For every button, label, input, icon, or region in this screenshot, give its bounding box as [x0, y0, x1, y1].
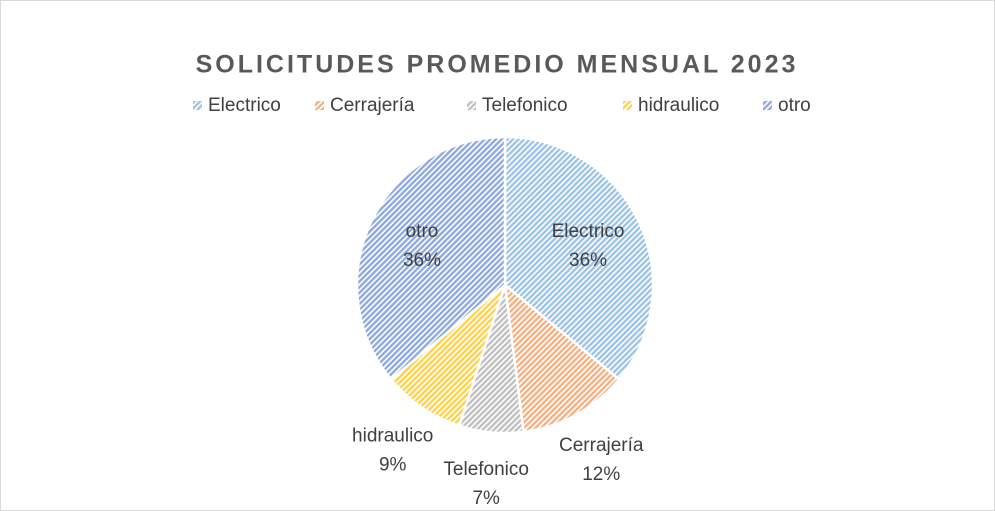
legend-label: Electrico: [208, 95, 281, 116]
legend-label: otro: [778, 95, 811, 116]
legend-swatch: [467, 101, 476, 110]
legend-swatch: [623, 101, 632, 110]
data-label-name: otro: [406, 221, 439, 242]
legend-swatch: [193, 101, 202, 110]
data-label-name: Electrico: [552, 221, 625, 242]
data-label-value: 36%: [569, 250, 607, 271]
pie-slice: [503, 135, 655, 382]
data-label-name: Cerrajería: [559, 435, 644, 456]
legend-label: Telefonico: [482, 95, 568, 116]
data-label-value: 36%: [403, 250, 441, 271]
pie-slice: [503, 282, 621, 434]
pie-slice: [355, 135, 507, 382]
legend-swatch: [763, 101, 772, 110]
legend-label: hidraulico: [638, 95, 719, 116]
data-label-value: 7%: [472, 488, 500, 509]
data-label-name: hidraulico: [352, 425, 433, 446]
data-label-value: 12%: [582, 464, 620, 485]
pie-slice: [389, 281, 508, 428]
legend-label: Cerrajería: [330, 95, 415, 116]
chart-title: SOLICITUDES PROMEDIO MENSUAL 2023: [196, 51, 799, 79]
data-label-name: Telefonico: [443, 459, 529, 480]
legend-swatch: [315, 101, 324, 110]
data-label-value: 9%: [379, 454, 407, 475]
